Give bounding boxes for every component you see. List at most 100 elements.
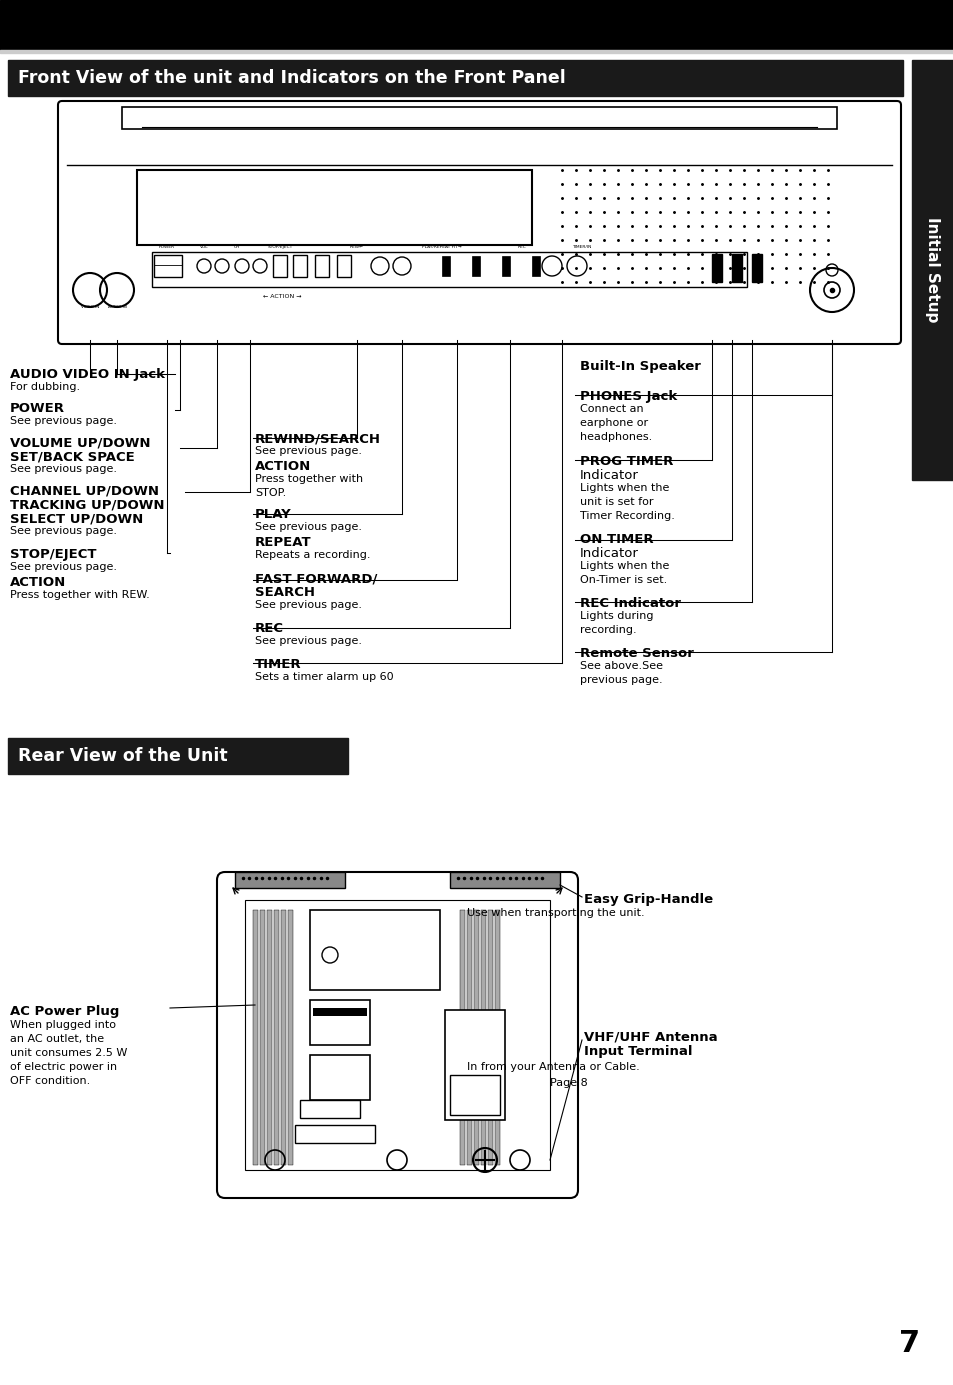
Text: VIDEO IN: VIDEO IN xyxy=(81,305,99,309)
Text: unit consumes 2.5 W: unit consumes 2.5 W xyxy=(10,1048,128,1058)
Bar xyxy=(488,910,493,1165)
Bar xyxy=(137,170,532,245)
Bar xyxy=(294,1125,375,1143)
Text: PROG TIMER: PROG TIMER xyxy=(579,456,673,468)
Bar xyxy=(532,256,539,276)
Text: headphones.: headphones. xyxy=(579,432,652,442)
Text: See previous page.: See previous page. xyxy=(254,600,361,609)
Text: TIMER/IN: TIMER/IN xyxy=(572,245,591,249)
Text: PLAY/REPEAT FIT→: PLAY/REPEAT FIT→ xyxy=(422,245,461,249)
Text: See previous page.: See previous page. xyxy=(10,416,117,427)
Text: See previous page.: See previous page. xyxy=(254,522,361,532)
Text: TIMER: TIMER xyxy=(254,658,301,670)
Text: See previous page.: See previous page. xyxy=(10,464,117,474)
Text: ← ACTION →: ← ACTION → xyxy=(262,294,301,299)
Text: REW←: REW← xyxy=(350,245,363,249)
Text: VOL: VOL xyxy=(199,245,208,249)
Bar xyxy=(731,253,741,283)
Text: Timer Recording.: Timer Recording. xyxy=(579,511,674,521)
Text: Press together with REW.: Press together with REW. xyxy=(10,590,150,600)
Bar xyxy=(450,873,559,888)
Text: OFF condition.: OFF condition. xyxy=(10,1076,91,1086)
Text: REWIND/SEARCH: REWIND/SEARCH xyxy=(254,432,380,445)
Text: See above.See: See above.See xyxy=(579,661,662,670)
Bar xyxy=(310,1055,370,1100)
Text: Built-In Speaker: Built-In Speaker xyxy=(579,360,700,373)
Bar xyxy=(444,1010,504,1120)
Bar xyxy=(501,256,510,276)
Text: ACTION: ACTION xyxy=(254,460,311,474)
Bar xyxy=(467,910,472,1165)
Text: See previous page.: See previous page. xyxy=(10,562,117,572)
Text: Indicator: Indicator xyxy=(579,547,639,560)
Bar xyxy=(253,910,257,1165)
Text: Indicator: Indicator xyxy=(579,470,639,482)
Bar xyxy=(234,873,345,888)
Text: POWER: POWER xyxy=(10,402,65,416)
Text: ACTION: ACTION xyxy=(10,576,66,589)
Text: PHONES Jack: PHONES Jack xyxy=(579,391,677,403)
Text: recording.: recording. xyxy=(579,625,636,634)
Text: REC Indicator: REC Indicator xyxy=(579,597,680,609)
Bar xyxy=(299,1100,359,1118)
Text: of electric power in: of electric power in xyxy=(10,1062,117,1072)
Text: Press together with: Press together with xyxy=(254,474,363,483)
Text: Lights when the: Lights when the xyxy=(579,561,669,571)
Text: Lights when the: Lights when the xyxy=(579,483,669,493)
Text: an AC outlet, the: an AC outlet, the xyxy=(10,1035,104,1044)
Text: PLAY: PLAY xyxy=(254,508,292,521)
Text: Lights during: Lights during xyxy=(579,611,653,620)
Text: SET/BACK SPACE: SET/BACK SPACE xyxy=(10,450,134,463)
Bar xyxy=(711,253,721,283)
Bar xyxy=(122,107,836,129)
Text: REC: REC xyxy=(517,245,526,249)
Bar xyxy=(459,910,464,1165)
Bar xyxy=(472,256,479,276)
Text: TRACKING UP/DOWN: TRACKING UP/DOWN xyxy=(10,499,164,511)
FancyBboxPatch shape xyxy=(216,873,578,1198)
Text: See previous page.: See previous page. xyxy=(254,636,361,645)
Text: FAST FORWARD/: FAST FORWARD/ xyxy=(254,572,377,584)
Bar xyxy=(480,910,485,1165)
Bar xyxy=(274,910,278,1165)
Bar xyxy=(310,910,439,990)
Text: AC Power Plug: AC Power Plug xyxy=(10,1006,119,1018)
Bar xyxy=(751,253,761,283)
Bar xyxy=(8,60,902,96)
Text: CH: CH xyxy=(233,245,240,249)
Text: earphone or: earphone or xyxy=(579,418,647,428)
Text: SEARCH: SEARCH xyxy=(254,586,314,598)
Text: On-Timer is set.: On-Timer is set. xyxy=(579,575,666,584)
Text: VHF/UHF Antenna: VHF/UHF Antenna xyxy=(583,1030,717,1043)
Text: Sets a timer alarm up 60: Sets a timer alarm up 60 xyxy=(254,672,394,681)
Bar xyxy=(450,1075,499,1115)
Text: STOP/EJECT: STOP/EJECT xyxy=(267,245,293,249)
Text: POWER: POWER xyxy=(159,245,175,249)
Text: Connect an: Connect an xyxy=(579,404,643,414)
Bar xyxy=(314,255,329,277)
Text: See previous page.: See previous page. xyxy=(254,446,361,456)
Bar xyxy=(441,256,450,276)
Bar xyxy=(0,0,953,50)
Text: ON TIMER: ON TIMER xyxy=(579,533,653,546)
Text: Front View of the unit and Indicators on the Front Panel: Front View of the unit and Indicators on… xyxy=(18,69,565,87)
Bar xyxy=(336,255,351,277)
Text: STOP.: STOP. xyxy=(254,488,286,499)
Bar xyxy=(8,738,348,774)
Text: For dubbing.: For dubbing. xyxy=(10,382,80,392)
Text: AUDIO IN: AUDIO IN xyxy=(108,305,126,309)
Bar xyxy=(267,910,272,1165)
Bar xyxy=(260,910,265,1165)
Text: Repeats a recording.: Repeats a recording. xyxy=(254,550,370,560)
Bar xyxy=(293,255,307,277)
Text: Use when transporting the unit.: Use when transporting the unit. xyxy=(467,909,644,918)
Text: Easy Grip-Handle: Easy Grip-Handle xyxy=(583,893,713,906)
Text: CHANNEL UP/DOWN: CHANNEL UP/DOWN xyxy=(10,483,159,497)
Bar xyxy=(273,255,287,277)
Bar xyxy=(0,50,953,53)
Bar xyxy=(310,1000,370,1046)
Text: VOLUME UP/DOWN: VOLUME UP/DOWN xyxy=(10,436,151,449)
Text: 7: 7 xyxy=(899,1330,920,1359)
Text: unit is set for: unit is set for xyxy=(579,497,653,507)
Text: STOP/EJECT: STOP/EJECT xyxy=(10,548,96,561)
